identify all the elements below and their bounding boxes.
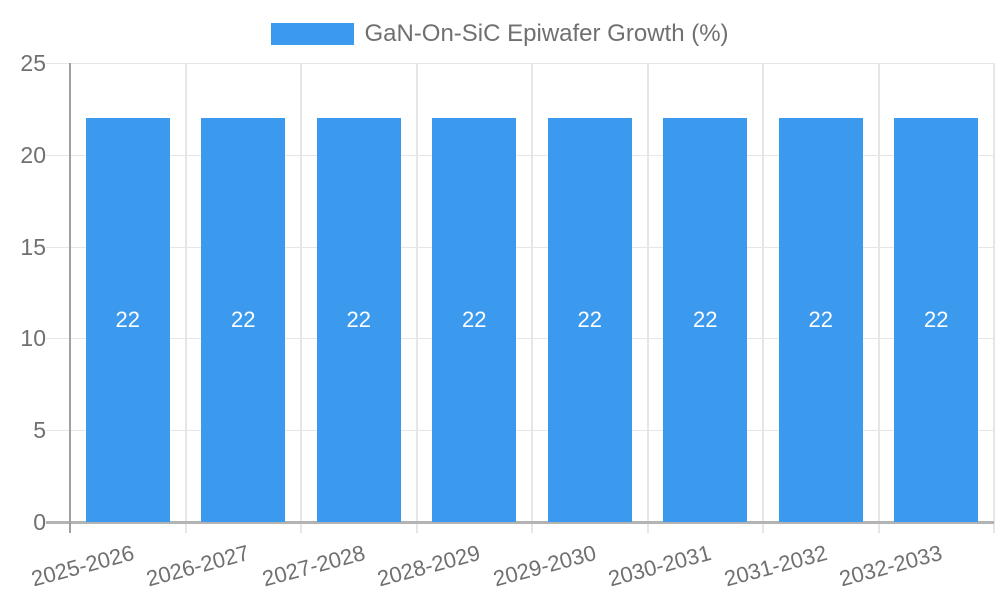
gridline-vertical xyxy=(184,63,187,533)
gridline-vertical xyxy=(762,63,764,533)
x-axis-tick-label: 2026-2027 xyxy=(143,540,252,592)
gridline-vertical xyxy=(415,63,418,533)
x-axis-tick-label: 2030-2031 xyxy=(605,540,714,592)
gridline-vertical xyxy=(646,63,649,533)
bar[interactable] xyxy=(778,118,863,522)
y-axis-tick-label: 10 xyxy=(20,325,46,352)
bar-value-label: 22 xyxy=(115,307,140,333)
bar[interactable] xyxy=(85,118,170,522)
legend-swatch[interactable] xyxy=(271,23,355,45)
x-axis-tick-label: 2025-2026 xyxy=(28,540,137,592)
gridline-horizontal xyxy=(46,338,994,340)
bar-value-label: 22 xyxy=(577,307,602,333)
x-axis-tick-label: 2027-2028 xyxy=(259,540,368,592)
gridline-vertical xyxy=(300,63,302,533)
bar-value-label: 22 xyxy=(231,307,256,333)
y-axis-tick-label: 0 xyxy=(33,509,46,535)
y-axis-tick-label: 25 xyxy=(20,50,46,76)
bar-value-label: 22 xyxy=(808,307,833,333)
legend-label: GaN-On-SiC Epiwafer Growth (%) xyxy=(364,20,729,47)
x-axis-tick-label: 2029-2030 xyxy=(490,540,599,592)
bar[interactable] xyxy=(316,118,401,522)
bar[interactable] xyxy=(547,118,632,522)
gridline-vertical xyxy=(993,63,995,533)
gridline-vertical xyxy=(877,63,880,533)
bar[interactable] xyxy=(663,118,748,522)
y-axis-tick-label: 5 xyxy=(33,417,46,444)
legend: GaN-On-SiC Epiwafer Growth (%) xyxy=(0,20,1000,48)
bar[interactable] xyxy=(894,118,979,522)
bar[interactable] xyxy=(432,118,517,522)
y-axis-tick-label: 20 xyxy=(20,141,46,168)
bar[interactable] xyxy=(201,118,286,522)
gridline-horizontal xyxy=(46,246,994,248)
gridline-horizontal xyxy=(46,430,994,432)
gridline-vertical xyxy=(531,63,533,533)
bar-value-label: 22 xyxy=(346,307,371,333)
x-axis-baseline xyxy=(46,521,994,524)
gridline-horizontal xyxy=(46,63,994,64)
bar-value-label: 22 xyxy=(693,307,718,333)
y-axis-tick-label: 15 xyxy=(20,233,46,260)
x-axis-tick-label: 2032-2033 xyxy=(836,540,945,592)
bar-value-label: 22 xyxy=(462,307,487,333)
gridline-horizontal xyxy=(46,154,994,156)
y-axis-line xyxy=(69,63,71,533)
x-axis-tick-label: 2028-2029 xyxy=(374,540,483,592)
x-axis-tick-label: 2031-2032 xyxy=(721,540,830,592)
bar-value-label: 22 xyxy=(924,307,949,333)
